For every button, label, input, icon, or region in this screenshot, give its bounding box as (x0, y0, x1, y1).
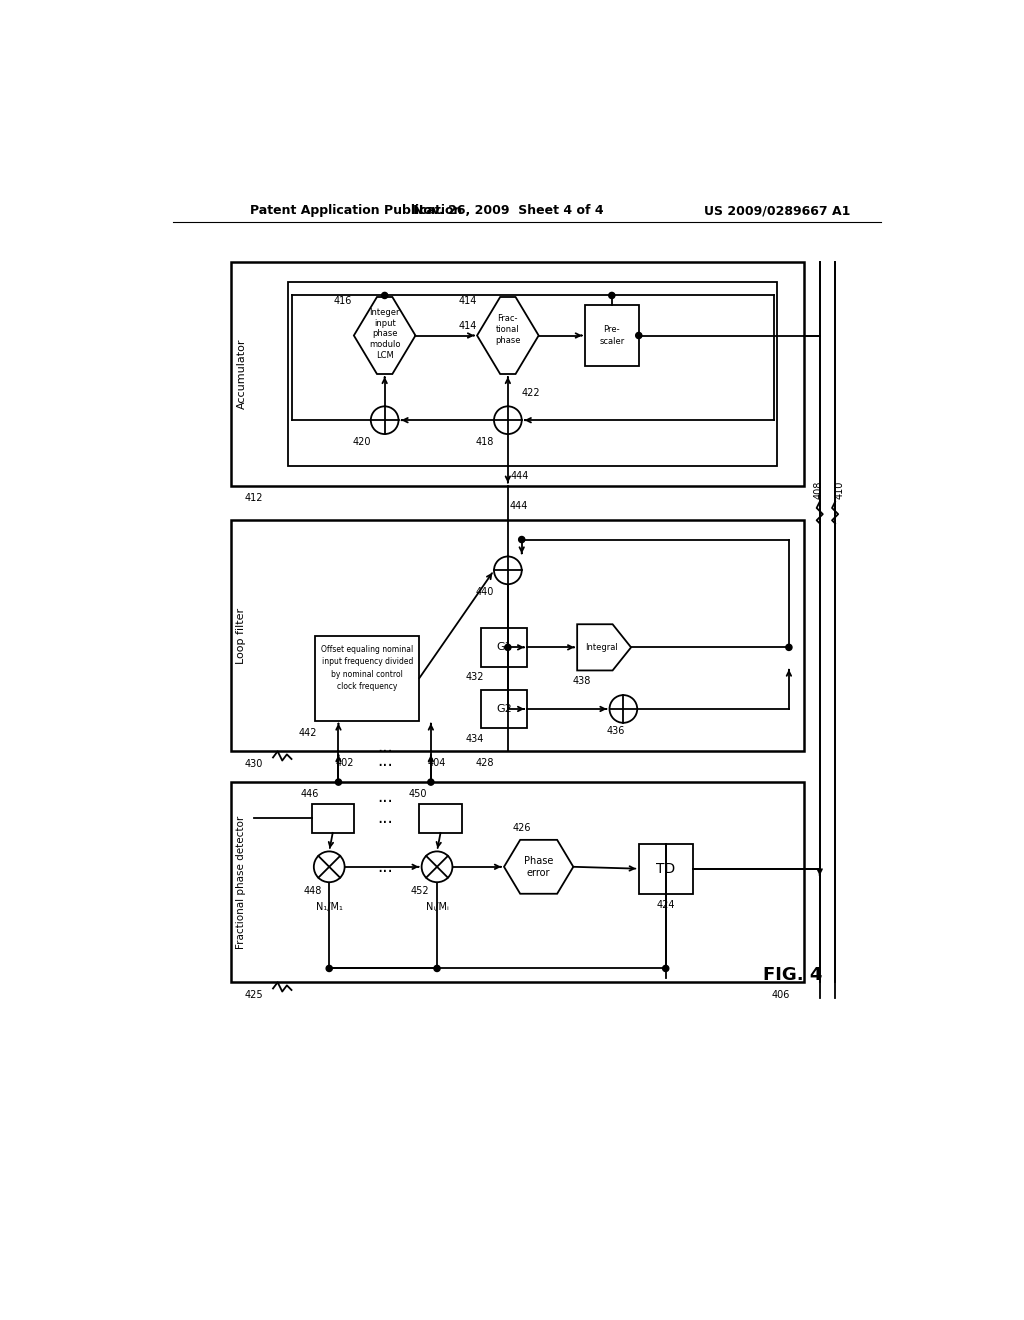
Bar (230, 263, 804, 486)
Bar (639, 843, 692, 894)
Text: 422: 422 (521, 388, 541, 399)
Text: 406: 406 (772, 990, 791, 999)
Text: 444: 444 (510, 502, 527, 511)
Circle shape (785, 644, 792, 651)
Text: ...: ... (377, 738, 392, 756)
Bar (230, 781, 804, 982)
Text: 414: 414 (459, 321, 477, 331)
Text: 420: 420 (352, 437, 371, 446)
Text: modulo: modulo (369, 341, 400, 350)
Text: 452: 452 (411, 887, 429, 896)
Text: Phase: Phase (524, 855, 553, 866)
Bar (311, 804, 354, 833)
Text: 440: 440 (475, 587, 494, 597)
Text: 442: 442 (298, 727, 316, 738)
Text: 446: 446 (300, 789, 318, 800)
Bar (481, 628, 527, 667)
Text: 450: 450 (409, 789, 427, 800)
Text: 432: 432 (466, 672, 484, 682)
Text: Nᵢ/Mᵢ: Nᵢ/Mᵢ (426, 902, 449, 912)
Text: Integer: Integer (370, 308, 400, 317)
Bar (289, 281, 777, 466)
Bar (481, 689, 527, 729)
Text: 412: 412 (245, 492, 263, 503)
Text: phase: phase (372, 330, 397, 338)
Text: 414: 414 (459, 296, 477, 306)
Circle shape (382, 293, 388, 298)
Circle shape (609, 696, 637, 723)
Text: Nov. 26, 2009  Sheet 4 of 4: Nov. 26, 2009 Sheet 4 of 4 (413, 205, 603, 218)
Text: N₁/M₁: N₁/M₁ (315, 902, 343, 912)
Text: 404: 404 (428, 758, 446, 768)
Text: LCM: LCM (376, 351, 393, 360)
Circle shape (505, 644, 511, 651)
Text: Pre-: Pre- (603, 325, 621, 334)
Text: FIG. 4: FIG. 4 (763, 966, 822, 983)
Text: input frequency divided: input frequency divided (322, 657, 413, 667)
Polygon shape (578, 624, 631, 671)
Text: G1: G1 (497, 643, 512, 652)
Text: ...: ... (377, 751, 392, 770)
Circle shape (494, 557, 521, 585)
Text: 402: 402 (336, 758, 354, 768)
Text: 425: 425 (245, 990, 263, 999)
Text: 418: 418 (475, 437, 494, 446)
Polygon shape (504, 840, 573, 894)
Text: 434: 434 (466, 734, 484, 744)
Circle shape (336, 779, 342, 785)
Circle shape (518, 536, 525, 543)
Text: 430: 430 (245, 759, 263, 768)
Text: 448: 448 (303, 887, 322, 896)
Text: Frac-: Frac- (498, 314, 518, 323)
Text: 410: 410 (835, 480, 845, 499)
Circle shape (494, 407, 521, 434)
Circle shape (422, 851, 453, 882)
Bar (315, 636, 419, 721)
Text: Loop filter: Loop filter (237, 607, 247, 664)
Text: phase: phase (496, 335, 520, 345)
Circle shape (434, 965, 440, 972)
Text: error: error (527, 869, 551, 878)
Text: 428: 428 (475, 758, 494, 768)
Bar (230, 520, 804, 751)
Text: ...: ... (377, 858, 392, 875)
Text: 426: 426 (512, 824, 531, 833)
Text: Patent Application Publication: Patent Application Publication (250, 205, 462, 218)
Text: Accumulator: Accumulator (237, 339, 247, 409)
Polygon shape (477, 297, 539, 374)
Circle shape (663, 965, 669, 972)
Text: 424: 424 (656, 899, 675, 909)
Polygon shape (354, 297, 416, 374)
Text: clock frequency: clock frequency (337, 682, 397, 692)
Circle shape (636, 333, 642, 339)
Text: TD: TD (656, 862, 676, 875)
Text: 416: 416 (333, 296, 351, 306)
Circle shape (326, 965, 333, 972)
Text: 408: 408 (813, 480, 823, 499)
Text: input: input (374, 318, 395, 327)
Text: ...: ... (377, 788, 392, 807)
Text: by nominal control: by nominal control (332, 669, 403, 678)
Text: 444: 444 (510, 471, 528, 482)
Circle shape (371, 407, 398, 434)
Circle shape (313, 851, 345, 882)
Text: G2: G2 (497, 704, 512, 714)
Circle shape (608, 293, 614, 298)
Text: Offset equaling nominal: Offset equaling nominal (322, 645, 414, 655)
Text: Fractional phase detector: Fractional phase detector (237, 816, 247, 949)
Bar (419, 804, 462, 833)
Circle shape (428, 779, 434, 785)
Bar (585, 305, 639, 367)
Text: ...: ... (377, 809, 392, 828)
Text: tional: tional (496, 325, 519, 334)
Text: 438: 438 (572, 676, 591, 686)
Text: scaler: scaler (599, 337, 625, 346)
Text: US 2009/0289667 A1: US 2009/0289667 A1 (705, 205, 851, 218)
Text: Integral: Integral (586, 643, 618, 652)
Text: 436: 436 (606, 726, 625, 735)
